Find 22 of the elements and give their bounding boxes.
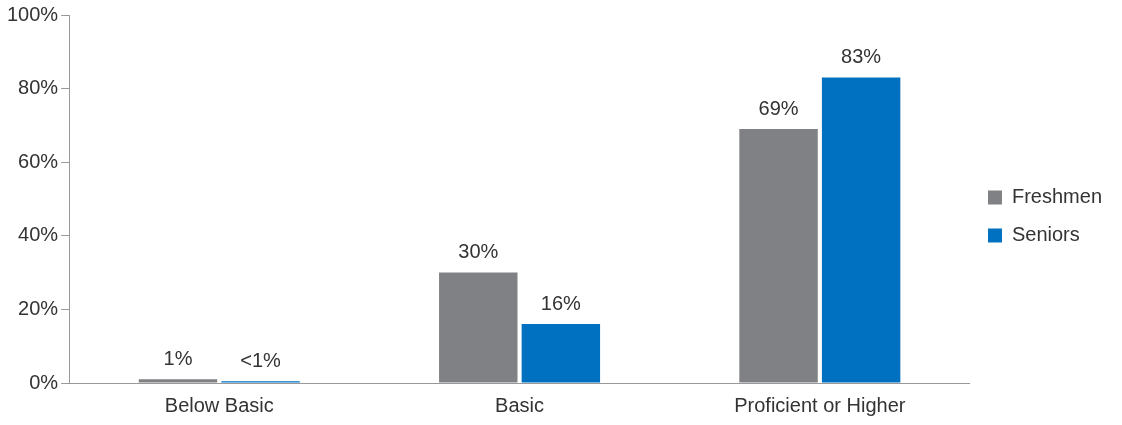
legend-label: Seniors [1011, 223, 1080, 246]
y-tick-label: 0% [29, 370, 59, 393]
bar [821, 77, 901, 383]
data-label: 16% [540, 291, 582, 314]
y-tick-label: 40% [18, 223, 59, 246]
y-tick-label: 20% [18, 296, 59, 319]
data-label: 83% [841, 45, 882, 68]
data-label: 1% [163, 346, 193, 369]
bar [439, 272, 518, 383]
bar [138, 379, 218, 383]
y-tick-label: 60% [18, 149, 59, 172]
bar [521, 324, 601, 383]
bar [739, 129, 818, 383]
x-tick-label: Below Basic [164, 393, 274, 416]
data-label: <1% [240, 348, 282, 371]
legend-label: Freshmen [1011, 185, 1102, 208]
x-tick-label: Proficient or Higher [734, 393, 906, 416]
data-label: 30% [458, 240, 499, 263]
y-tick-label: 100% [7, 2, 59, 25]
x-tick-label: Basic [495, 393, 545, 416]
y-tick-label: 80% [18, 76, 59, 99]
data-label: 69% [758, 96, 799, 119]
